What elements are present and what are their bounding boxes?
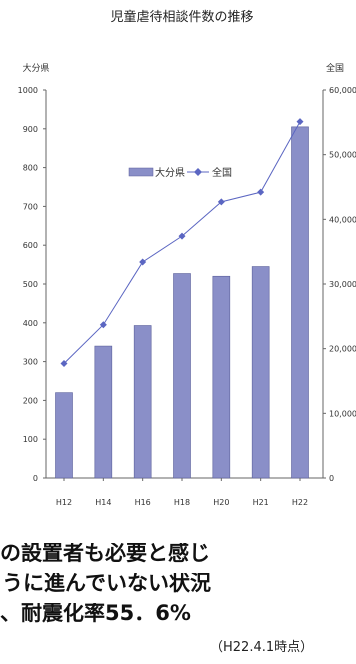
left-tick-label: 700 (23, 202, 38, 211)
line-series (60, 118, 304, 368)
national-point-H14 (99, 321, 107, 329)
date-note: （H22.4.1時点） (210, 640, 314, 655)
x-tick-label: H12 (56, 498, 72, 507)
left-tick-label: 100 (23, 435, 38, 444)
chart: 児童虐待相談件数の推移 大分県 全国 0 100 200 300 400 500 600 70… (18, 9, 356, 507)
right-tick-label: 10,000 (329, 409, 356, 418)
national-point-H22 (296, 118, 304, 126)
body-text-line-2: うに進んでいない状況 (2, 573, 211, 594)
right-tick-label: 30,000 (329, 280, 356, 289)
right-tick-label: 60,000 (329, 86, 356, 95)
national-point-H16 (139, 258, 147, 266)
national-point-H18 (178, 232, 186, 240)
left-tick-label: 600 (23, 241, 38, 250)
right-tick-label: 0 (329, 474, 334, 483)
right-tick-label: 50,000 (329, 151, 356, 160)
x-tick-label: H14 (95, 498, 111, 507)
left-tick-label: 1000 (18, 86, 38, 95)
x-tick-label: H21 (253, 498, 269, 507)
legend-diamond-marker (194, 168, 202, 176)
legend-bar-swatch (128, 167, 154, 177)
x-axis-ticks: H12 H14 H16 H18 H20 H21 H22 (56, 478, 308, 507)
bar-H20 (212, 275, 231, 479)
x-tick-label: H16 (135, 498, 151, 507)
national-point-H12 (60, 360, 68, 368)
bar-H22 (291, 126, 309, 479)
left-tick-label: 200 (23, 396, 38, 405)
legend-label-prefecture: 大分県 (155, 166, 185, 179)
left-axis-label: 大分県 (22, 62, 49, 74)
chart-title: 児童虐待相談件数の推移 (110, 9, 253, 25)
bar-H16 (133, 325, 152, 479)
left-tick-label: 400 (23, 319, 38, 328)
left-tick-label: 800 (23, 164, 38, 173)
x-tick-label: H18 (174, 498, 190, 507)
x-tick-label: H22 (292, 498, 308, 507)
right-tick-label: 40,000 (329, 215, 356, 224)
bar-H12 (55, 392, 73, 479)
national-point-H20 (217, 198, 225, 206)
left-tick-label: 300 (23, 358, 38, 367)
left-tick-label: 500 (23, 280, 38, 289)
x-tick-label: H20 (213, 498, 229, 507)
right-axis-label: 全国 (326, 62, 344, 74)
right-axis-ticks: 0 10,000 20,000 30,000 40,000 50,000 60,000 (323, 86, 356, 483)
right-tick-label: 20,000 (329, 345, 356, 354)
bar-H21 (251, 266, 270, 479)
body-text-line-1: の設置者も必要と感じ (0, 543, 210, 564)
bar-series (55, 126, 309, 479)
left-axis-ticks: 0 100 200 300 400 500 600 700 800 900 1000 (18, 86, 46, 483)
legend: 大分県 全国 (128, 166, 232, 179)
bar-H14 (94, 345, 113, 479)
body-text-line-3: 、耐震化率55．6% (0, 603, 191, 624)
bar-H18 (173, 273, 191, 479)
national-point-H21 (257, 188, 265, 196)
left-tick-label: 900 (23, 125, 38, 134)
left-tick-label: 0 (33, 474, 38, 483)
legend-label-national: 全国 (212, 166, 232, 179)
